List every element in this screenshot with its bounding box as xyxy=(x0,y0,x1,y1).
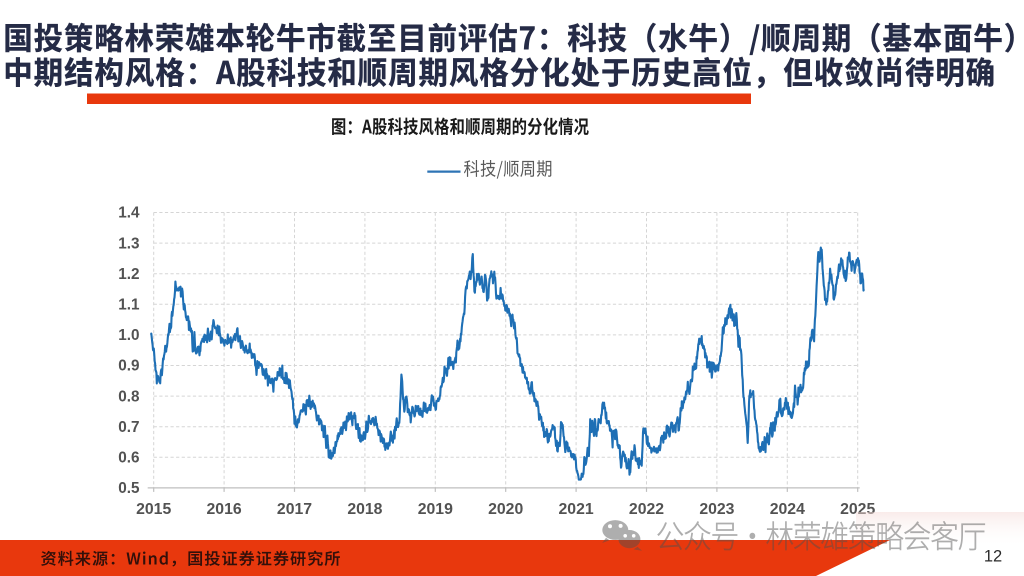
svg-text:2020: 2020 xyxy=(488,501,523,518)
svg-text:2019: 2019 xyxy=(418,501,453,518)
svg-text:0.8: 0.8 xyxy=(118,388,140,405)
svg-text:0.7: 0.7 xyxy=(118,419,139,436)
svg-text:0.9: 0.9 xyxy=(118,358,139,375)
svg-text:12: 12 xyxy=(984,548,1002,566)
svg-text:1.2: 1.2 xyxy=(118,266,139,283)
svg-text:2017: 2017 xyxy=(277,501,312,518)
svg-text:0.6: 0.6 xyxy=(118,450,139,467)
svg-text:1.4: 1.4 xyxy=(118,205,140,222)
svg-text:1.1: 1.1 xyxy=(118,297,140,314)
svg-text:1.3: 1.3 xyxy=(118,235,139,252)
svg-text:2024: 2024 xyxy=(770,501,805,518)
svg-text:2016: 2016 xyxy=(207,501,242,518)
svg-text:2015: 2015 xyxy=(136,501,171,518)
svg-text:2022: 2022 xyxy=(629,501,664,518)
svg-text:2018: 2018 xyxy=(347,501,382,518)
svg-text:0.5: 0.5 xyxy=(118,480,140,497)
svg-text:2021: 2021 xyxy=(559,501,594,518)
svg-text:1.0: 1.0 xyxy=(118,327,139,344)
svg-text:2023: 2023 xyxy=(699,501,734,518)
